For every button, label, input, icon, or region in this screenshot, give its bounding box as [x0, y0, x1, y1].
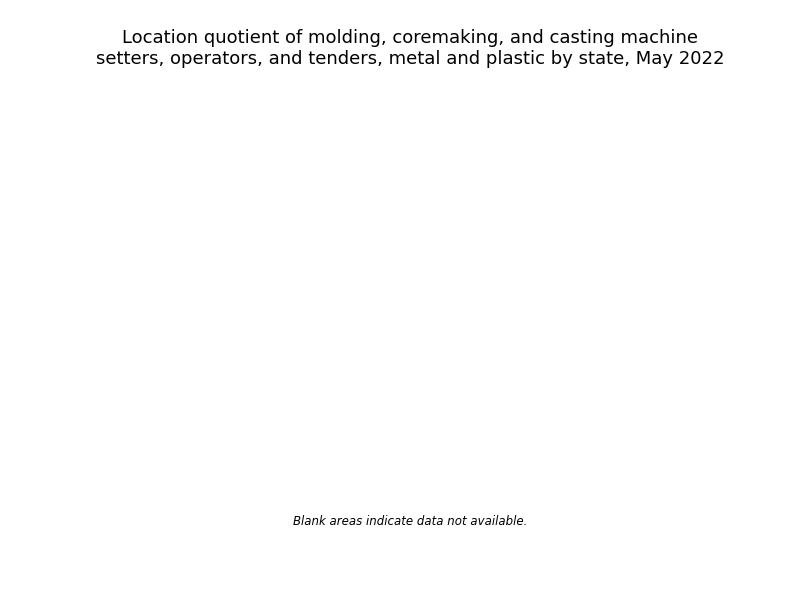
- Text: Blank areas indicate data not available.: Blank areas indicate data not available.: [293, 515, 527, 528]
- Title: Location quotient of molding, coremaking, and casting machine
setters, operators: Location quotient of molding, coremaking…: [96, 29, 724, 68]
